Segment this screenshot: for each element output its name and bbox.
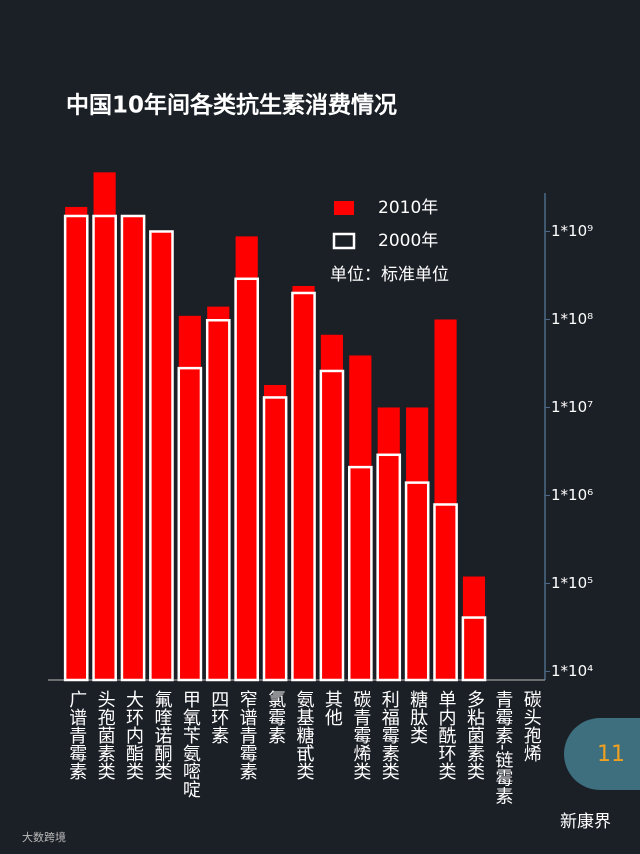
y-tick-label: 1*10⁹ <box>551 222 593 240</box>
bar <box>319 369 345 682</box>
bar <box>376 453 402 682</box>
x-tick-label: 多粘菌素类 <box>464 690 485 780</box>
bar <box>149 230 174 682</box>
source: 大数跨境 <box>22 830 66 844</box>
x-tick-label: 利福霉素类 <box>379 690 400 780</box>
page-badge <box>564 718 640 790</box>
x-tick-label: 碳头孢烯 <box>521 690 542 762</box>
x-tick-label: 头孢菌素类 <box>95 690 116 780</box>
legend-swatch <box>334 201 354 215</box>
y-tick-label: 1*10⁵ <box>551 574 593 592</box>
legend-label: 2000年 <box>378 231 438 251</box>
x-tick-label: 四环素 <box>208 690 229 744</box>
chart-title: 中国10年间各类抗生素消费情况 <box>66 92 397 119</box>
bar <box>347 465 373 682</box>
x-tick-label: 氨基糖甙类 <box>294 690 315 780</box>
x-tick-label: 氟喹诺酮类 <box>151 690 172 780</box>
x-tick-label: 单内酰环类 <box>436 690 457 780</box>
x-tick-label: 青霉素-链霉素 <box>492 690 513 805</box>
y-tick-label: 1*10⁶ <box>551 486 593 504</box>
y-tick-label: 1*10⁸ <box>551 310 593 328</box>
x-tick-label: 其他 <box>322 690 343 726</box>
bar <box>205 318 231 682</box>
bar <box>433 503 458 682</box>
x-tick-label: 甲氧苄氨嘧啶 <box>180 690 201 798</box>
bar <box>461 616 487 682</box>
y-tick-label: 1*10⁴ <box>551 662 593 680</box>
annotation: 单位：标准单位 <box>330 265 449 285</box>
bar <box>120 214 146 682</box>
brand: 新康界 <box>560 812 611 832</box>
x-tick-label: 窄谱青霉素 <box>237 690 258 780</box>
bar <box>291 291 316 682</box>
x-tick-label: 广谱青霉素 <box>66 690 87 780</box>
bar <box>92 214 117 682</box>
bar <box>262 396 288 682</box>
bar <box>234 277 260 682</box>
y-tick-label: 1*10⁷ <box>551 398 593 416</box>
bar <box>63 214 89 682</box>
legend-label: 2010年 <box>378 198 438 218</box>
bar <box>404 481 430 682</box>
x-tick-label: 碳青霉烯类 <box>350 690 371 780</box>
x-tick-label: 大环内酯类 <box>123 690 144 780</box>
page-number: 11 <box>597 742 625 767</box>
legend-swatch <box>332 232 356 250</box>
x-tick-label: 糖肽类 <box>407 690 428 744</box>
bar <box>177 366 203 682</box>
x-tick-label: 氯霉素 <box>265 690 286 744</box>
